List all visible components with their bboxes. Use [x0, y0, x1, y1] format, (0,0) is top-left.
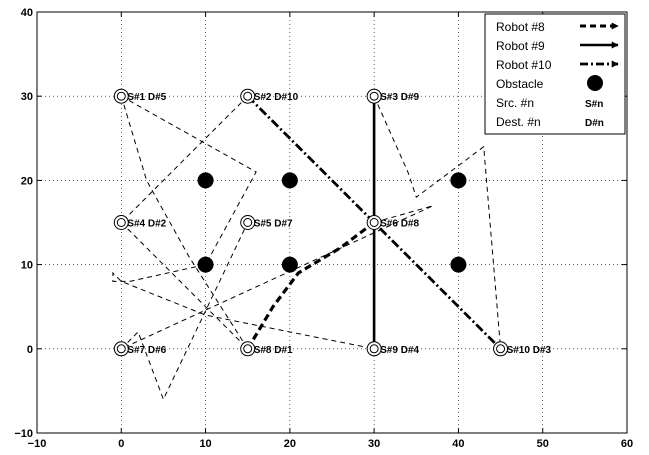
legend: Robot #8 Robot #9 Robot #10 Obstacle Src. #n…: [484, 13, 626, 135]
station-outer-ring: [240, 215, 256, 230]
path-other-8: [120, 205, 434, 350]
y-tick-label: 30: [21, 91, 33, 103]
station-label: S#3 D#9: [380, 92, 419, 103]
station-label: S#7 D#6: [127, 345, 166, 356]
obstacles: [197, 172, 467, 273]
obstacle-marker: [450, 172, 467, 189]
station-label: S#5 D#7: [254, 219, 293, 230]
legend-symbol-text: D#n: [585, 118, 604, 129]
y-tick-label: 20: [21, 175, 33, 187]
x-tick-label: 50: [537, 438, 549, 450]
station-label: S#6 D#8: [380, 219, 419, 230]
x-tick-label: −10: [28, 438, 47, 450]
path-other-4: [112, 95, 375, 351]
y-tick-label: 0: [27, 344, 33, 356]
station-inner-ring: [116, 91, 126, 101]
station-inner-ring: [116, 218, 126, 227]
station-label: S#1 D#5: [127, 92, 166, 103]
y-tick-label: −10: [14, 428, 33, 440]
x-tick-label: 20: [284, 438, 296, 450]
station-outer-ring: [113, 215, 129, 230]
station-outer-ring: [113, 341, 129, 357]
station-outer-ring: [366, 215, 382, 230]
legend-label: Dest. #n: [496, 115, 541, 129]
legend-label: Obstacle: [496, 77, 544, 91]
station-inner-ring: [243, 344, 253, 354]
station-inner-ring: [369, 344, 379, 354]
path-other-6: [120, 222, 249, 350]
path-other-3: [120, 96, 249, 350]
legend-symbol-text: S#n: [585, 99, 603, 110]
x-tick-label: 30: [368, 438, 380, 450]
station-label: S#9 D#4: [380, 345, 419, 356]
x-tick-label: 10: [199, 438, 211, 450]
path-other-5: [120, 95, 249, 223]
path-other-7: [373, 95, 504, 350]
obstacle-marker: [281, 256, 298, 273]
station-outer-ring: [366, 88, 382, 104]
x-tick-label: 40: [452, 438, 464, 450]
station-inner-ring: [496, 344, 506, 354]
station-inner-ring: [369, 91, 379, 101]
legend-label: Robot #8: [496, 20, 545, 34]
stations: S#1 D#5 S#2 D#10 S#3 D#9 S#4 D#2 S#5 D#7 S#6 …: [113, 88, 552, 357]
tick-labels: −10 0 10 20 30 40 50 60 −10 0 10 20 30 40: [14, 7, 633, 450]
station-label: S#10 D#3: [507, 345, 552, 356]
legend-label: Robot #9: [496, 39, 545, 53]
y-tick-label: 40: [21, 7, 33, 19]
station-inner-ring: [243, 91, 253, 101]
obstacle-marker: [281, 172, 298, 189]
grid: [36, 11, 628, 434]
obstacle-marker: [197, 256, 214, 273]
legend-label: Robot #10: [496, 58, 552, 72]
legend-symbol-obstacle: [587, 75, 603, 91]
station-outer-ring: [113, 88, 129, 104]
x-tick-label: 0: [118, 438, 124, 450]
station-inner-ring: [369, 218, 379, 227]
y-tick-label: 10: [21, 260, 33, 272]
path-robot-8: [246, 221, 376, 350]
station-outer-ring: [240, 88, 256, 104]
robot-paths: [112, 95, 504, 401]
obstacle-marker: [197, 172, 214, 189]
station-label: S#2 D#10: [254, 92, 299, 103]
x-tick-label: 60: [621, 438, 633, 450]
station-label: S#8 D#1: [254, 345, 293, 356]
station-label: S#4 D#2: [127, 219, 166, 230]
legend-label: Src. #n: [496, 96, 534, 110]
legend-box: [484, 13, 626, 135]
station-outer-ring: [240, 341, 256, 357]
obstacle-marker: [450, 256, 467, 273]
station-outer-ring: [493, 341, 509, 357]
station-outer-ring: [366, 341, 382, 357]
station-inner-ring: [116, 344, 126, 354]
path-other-9: [120, 221, 249, 401]
station-inner-ring: [243, 218, 253, 227]
